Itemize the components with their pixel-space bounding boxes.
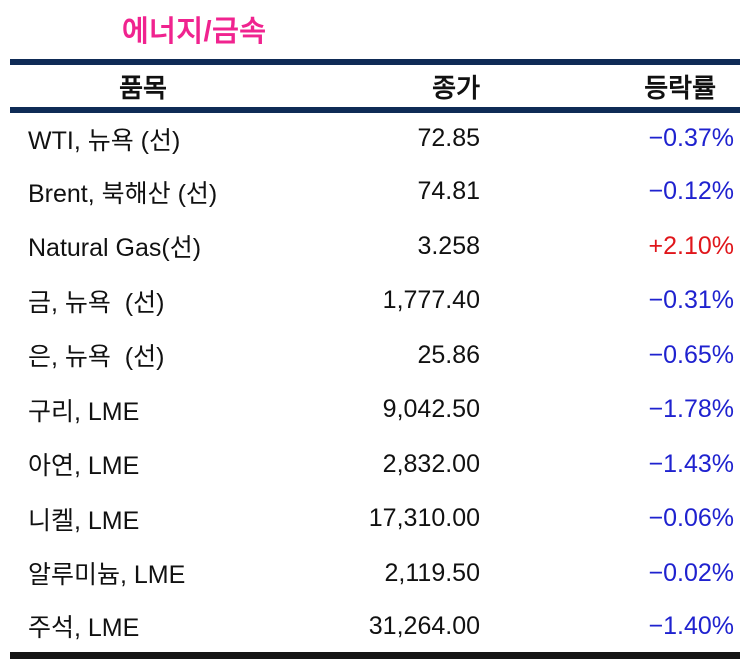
- change-rate-cell: −0.31%: [648, 286, 735, 315]
- column-header-change: 등락률: [490, 62, 740, 113]
- close-price-cell: 2,119.50: [384, 558, 480, 587]
- item-name-cell: 은, 뉴욕 (선): [28, 343, 165, 372]
- item-name-cell: 아연, LME: [28, 452, 140, 481]
- figure-title: 에너지/금속: [122, 16, 267, 48]
- change-rate-cell: +2.10%: [648, 231, 735, 260]
- table-row: 니켈, LME 17,310.00 −0.06%: [10, 492, 740, 547]
- change-rate-cell: −0.02%: [648, 558, 735, 587]
- table-row: 주석, LME 31,264.00 −1.40%: [10, 601, 740, 656]
- item-name-cell: Brent, 북해산 (선): [28, 179, 218, 208]
- table-row: 아연, LME 2,832.00 −1.43%: [10, 437, 740, 492]
- table-row: 은, 뉴욕 (선) 25.86 −0.65%: [10, 328, 740, 383]
- close-price-cell: 72.85: [417, 124, 480, 153]
- item-name-cell: 구리, LME: [28, 397, 140, 426]
- item-name-cell: 알루미늄, LME: [28, 561, 186, 590]
- item-name-cell: 주석, LME: [28, 614, 140, 642]
- table-row: Natural Gas(선) 3.258 +2.10%: [10, 219, 740, 274]
- item-name-cell: 니켈, LME: [28, 506, 140, 535]
- change-rate-cell: −1.40%: [648, 611, 735, 640]
- change-rate-cell: −0.06%: [648, 504, 735, 533]
- close-price-cell: 1,777.40: [382, 286, 480, 315]
- table-header-row: 품목 종가 등락률: [10, 62, 740, 113]
- close-price-cell: 2,832.00: [382, 449, 480, 478]
- close-price-cell: 9,042.50: [382, 395, 480, 424]
- table-row: 금, 뉴욕 (선) 1,777.40 −0.31%: [10, 274, 740, 329]
- close-price-cell: 74.81: [417, 177, 480, 206]
- change-rate-cell: −0.37%: [648, 124, 735, 153]
- close-price-cell: 31,264.00: [368, 611, 480, 640]
- item-name-cell: WTI, 뉴욕 (선): [28, 126, 181, 155]
- change-rate-cell: −1.43%: [648, 449, 735, 478]
- close-price-cell: 25.86: [417, 340, 480, 369]
- commodity-price-table: 품목 종가 등락률 WTI, 뉴욕 (선) 72.85 −0.37% Brent…: [10, 59, 740, 659]
- table-row: Brent, 북해산 (선) 74.81 −0.12%: [10, 165, 740, 220]
- change-rate-cell: −0.12%: [648, 177, 735, 206]
- close-price-cell: 3.258: [417, 231, 480, 260]
- table-row: 알루미늄, LME 2,119.50 −0.02%: [10, 546, 740, 601]
- column-header-close: 종가: [300, 62, 490, 113]
- table-row: 구리, LME 9,042.50 −1.78%: [10, 383, 740, 438]
- change-rate-cell: −0.65%: [648, 340, 735, 369]
- table-row: WTI, 뉴욕 (선) 72.85 −0.37%: [10, 110, 740, 165]
- column-header-item: 품목: [10, 62, 300, 113]
- item-name-cell: Natural Gas(선): [28, 234, 202, 263]
- change-rate-cell: −1.78%: [648, 395, 735, 424]
- item-name-cell: 금, 뉴욕 (선): [28, 288, 165, 317]
- close-price-cell: 17,310.00: [368, 504, 480, 533]
